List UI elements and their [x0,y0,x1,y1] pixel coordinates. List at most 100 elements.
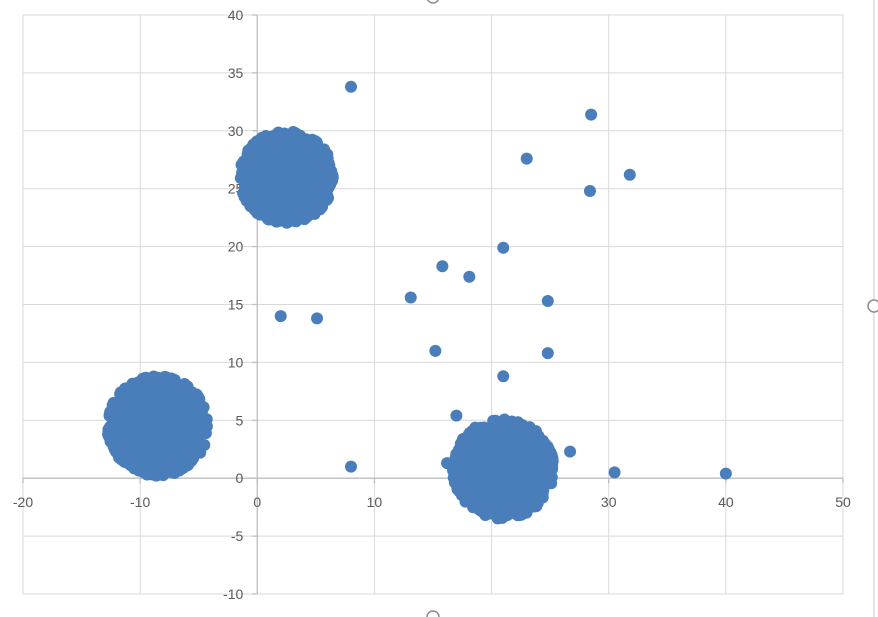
cluster-1-point [257,133,270,146]
cluster-2-point [139,401,152,414]
cluster-3-point [515,496,528,509]
cluster-2-point [190,402,203,415]
outlier-point [583,185,596,198]
cluster-3-point [487,488,500,501]
cluster-2-point [163,377,176,390]
cluster-3-point [520,506,533,519]
outlier-point [541,347,554,360]
cluster-1-point [318,145,331,158]
resize-handle-top[interactable] [426,0,440,4]
cluster-2-point [180,405,193,418]
cluster-2-point [181,386,194,399]
cluster-3-point [509,435,522,448]
data-points [102,80,732,525]
cluster-3-point [525,486,538,499]
cluster-1-point [252,189,265,202]
cluster-2-point [169,398,182,411]
cluster-1-point [290,136,303,149]
y-tick-label: 15 [228,297,244,313]
resize-handle-right[interactable] [867,299,878,313]
x-tick-label: 10 [367,494,383,510]
cluster-1-point [308,147,321,160]
y-tick-label: 10 [228,354,244,370]
cluster-2-point [137,463,150,476]
outlier-point [345,80,357,93]
cluster-3-point [482,474,495,487]
cluster-1-point [241,162,254,175]
cluster-1-point [271,128,284,141]
cluster-1-point [295,175,308,188]
cluster-1-point [243,177,256,190]
cluster-1-point [282,172,295,185]
cluster-2-point [156,426,169,439]
outlier-point [311,312,324,325]
y-tick-label: 30 [228,123,244,139]
outlier-point [623,168,636,181]
cluster-2-point [188,423,201,436]
outlier-point [497,241,510,254]
cluster-2-point [147,370,160,383]
cluster-3-point [507,416,520,429]
cluster-1-point [269,160,282,173]
outlier-point [436,260,449,273]
outlier-point [585,108,598,121]
y-tick-label: 35 [228,65,244,81]
outlier-point [441,457,454,470]
cluster-1-point [288,190,301,203]
cluster-3-point [453,479,466,492]
outlier-point [450,409,463,422]
cluster-2-point [175,430,188,443]
cluster-2-point [140,414,153,427]
outlier-point [541,295,554,308]
cluster-2-point [143,441,156,454]
cluster-2-point [147,464,160,477]
cluster-3-point [508,469,521,482]
cluster-2-point [158,460,171,473]
cluster-3-point [517,475,530,488]
cluster-3-point [509,487,522,500]
cluster-3-point [529,499,542,512]
x-tick-label: -20 [13,494,33,510]
cluster-3-point [477,492,490,505]
cluster-3-point [489,442,502,455]
cluster-1-point [249,149,262,162]
y-tick-label: 40 [228,7,244,23]
cluster-1-point [326,171,339,184]
cluster-3-point [536,488,549,501]
cluster-3-point [469,450,482,463]
x-tick-label: 0 [253,494,261,510]
outlier-point [404,291,417,304]
y-tick-label: -10 [223,586,243,602]
cluster-3-point [481,451,494,464]
outlier-point [497,370,510,383]
y-tick-label: 20 [228,239,244,255]
cluster-2-point [191,440,204,453]
cluster-1-point [251,164,264,177]
cluster-3-point [537,451,550,464]
cluster-2-point [112,404,125,417]
x-tick-label: 50 [835,494,851,510]
cluster-3-point [466,425,479,438]
cluster-2-point [174,421,187,434]
cluster-2-point [198,417,211,430]
cluster-1-point [297,210,310,223]
y-tick-label: 0 [235,470,243,486]
cluster-2-point [114,436,127,449]
outlier-point [719,467,732,480]
resize-handle-bottom[interactable] [426,610,440,617]
cluster-1-point [313,173,326,186]
cluster-2-point [116,392,129,405]
cluster-1-point [290,152,303,165]
cluster-2-point [174,459,187,472]
cluster-2-point [128,438,141,451]
outlier-point [429,344,442,357]
cluster-3-point [523,421,536,434]
y-tick-label: -5 [231,528,244,544]
cluster-2-point [118,455,131,468]
outlier-point [345,460,357,473]
cluster-2-point [187,452,200,465]
outlier-point [608,466,621,479]
cluster-1-point [297,189,310,202]
